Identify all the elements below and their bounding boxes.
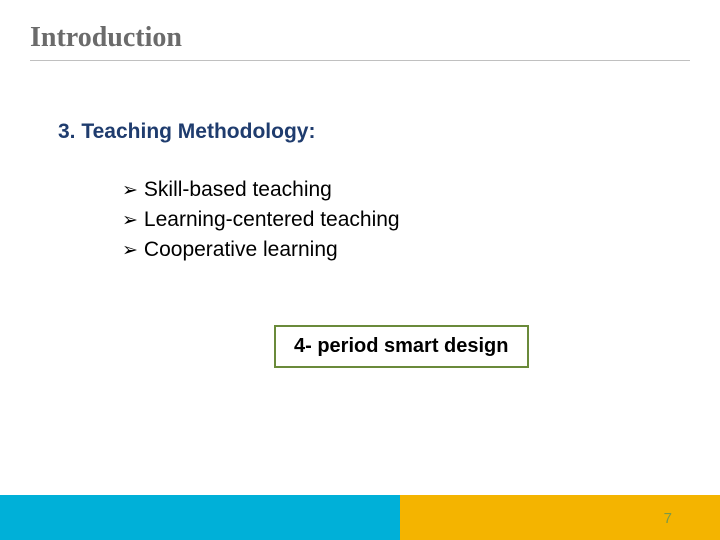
chevron-right-icon: ➢ <box>122 209 138 232</box>
chevron-right-icon: ➢ <box>122 179 138 202</box>
callout-box: 4- period smart design <box>274 325 529 368</box>
list-item: ➢ Cooperative learning <box>122 238 400 262</box>
bullet-list: ➢ Skill-based teaching ➢ Learning-center… <box>122 178 400 268</box>
callout-text: 4- period smart design <box>294 335 509 357</box>
list-item: ➢ Learning-centered teaching <box>122 208 400 232</box>
chevron-right-icon: ➢ <box>122 239 138 262</box>
footer-bar-left <box>0 495 400 540</box>
bullet-text: Learning-centered teaching <box>144 208 400 232</box>
list-item: ➢ Skill-based teaching <box>122 178 400 202</box>
bullet-text: Skill-based teaching <box>144 178 332 202</box>
footer-bar-right <box>400 495 720 540</box>
title-underline <box>30 60 690 61</box>
slide-title: Introduction <box>30 22 182 54</box>
page-number: 7 <box>664 510 672 527</box>
section-heading: 3. Teaching Methodology: <box>58 120 315 144</box>
bullet-text: Cooperative learning <box>144 238 338 262</box>
